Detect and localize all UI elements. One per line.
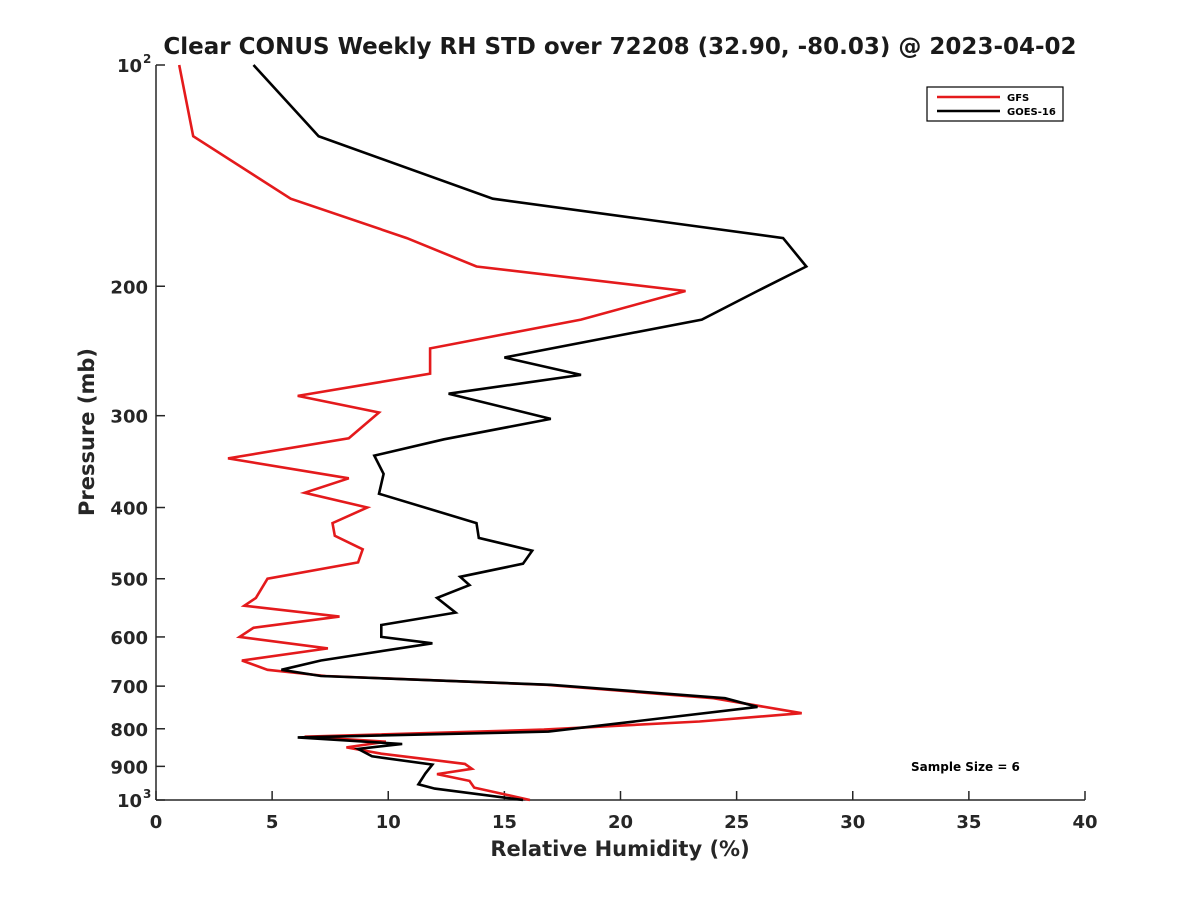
y-tick-label: 300 — [110, 407, 148, 428]
y-ticks: 102 200 300 400 500 600 700 800 900 103 — [110, 52, 165, 812]
x-tick-label: 20 — [608, 812, 633, 833]
legend-label-goes16: GOES-16 — [1007, 107, 1056, 118]
x-tick-label: 15 — [492, 812, 517, 833]
series-lines — [177, 64, 809, 802]
legend: GFS GOES-16 — [926, 86, 1064, 122]
sample-size-annotation: Sample Size = 6 — [911, 760, 1020, 774]
series-line-goes-16 — [252, 64, 809, 802]
y-tick-label: 700 — [110, 677, 148, 698]
x-tick-label: 10 — [376, 812, 401, 833]
y-tick-label: 900 — [110, 757, 148, 778]
x-tick-label: 0 — [150, 812, 163, 833]
y-tick-label: 800 — [110, 720, 148, 741]
series-line-gfs — [177, 64, 802, 802]
y-axis-label: Pressure (mb) — [75, 348, 99, 516]
plot-background — [156, 65, 1085, 800]
x-tick-label: 35 — [956, 812, 981, 833]
legend-label-gfs: GFS — [1007, 93, 1029, 104]
x-tick-label: 40 — [1072, 812, 1097, 833]
x-ticks: 0 5 10 15 20 25 30 35 40 — [150, 791, 1098, 833]
x-tick-label: 25 — [724, 812, 749, 833]
y-tick-label: 200 — [110, 277, 148, 298]
y-tick-label: 500 — [110, 570, 148, 591]
y-tick-label: 600 — [110, 628, 148, 649]
chart-title: Clear CONUS Weekly RH STD over 72208 (32… — [163, 34, 1076, 60]
y-tick-label: 400 — [110, 499, 148, 520]
x-tick-label: 5 — [266, 812, 279, 833]
legend-box — [926, 86, 1064, 122]
y-tick-label: 102 — [117, 52, 151, 77]
x-tick-label: 30 — [840, 812, 865, 833]
plot-area: 0 5 10 15 20 25 30 35 40 102 200 300 400 500 600 700 80… — [110, 52, 1097, 833]
y-tick-label: 103 — [117, 787, 151, 812]
x-axis-label: Relative Humidity (%) — [490, 837, 749, 861]
